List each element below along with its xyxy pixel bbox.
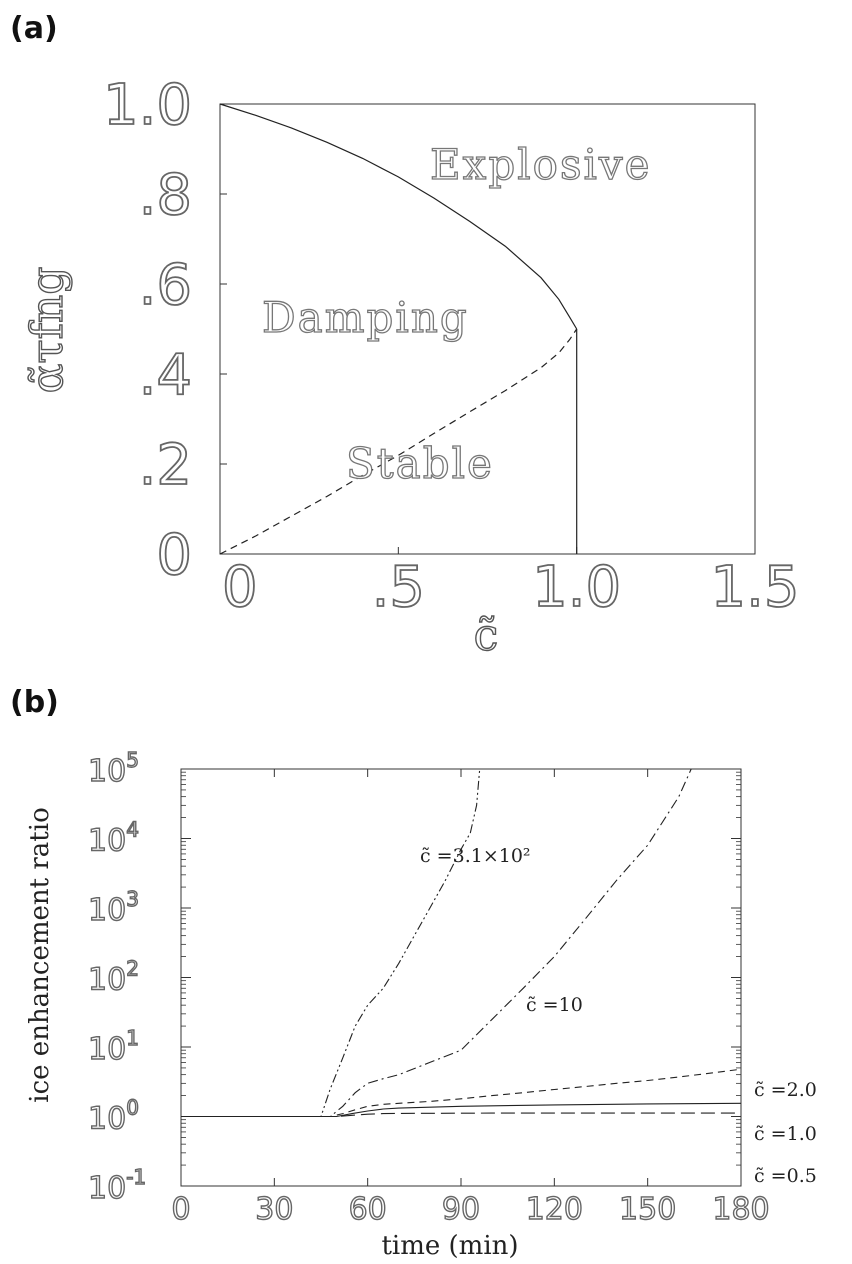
panel-b-y-tick-exponent: 4 (126, 818, 139, 842)
panel-a-y-tick-label: .4 (139, 343, 192, 408)
panel-b-x-tick-label: 150 (619, 1192, 676, 1227)
panel-a-y-tick-label: .2 (139, 433, 192, 498)
panel-a-x-tick-label: .5 (372, 555, 425, 620)
series-c-310-curve (181, 768, 481, 1118)
region-explosive-label: Explosive (430, 140, 652, 189)
series-c-1-curve (181, 1102, 742, 1118)
panel-a-y-tick-label: .6 (139, 253, 192, 318)
panel-a-x-tick-label: 1.5 (710, 555, 799, 620)
panel-b-y-axis-label: ice enhancement ratio (25, 807, 55, 1102)
stable-boundary-curve (219, 328, 578, 555)
series-label: c̃ =10 (526, 994, 583, 1016)
series-c-2-curve (181, 1068, 742, 1118)
panel-b-x-tick-label: 90 (442, 1192, 480, 1227)
panel-b-y-tick-label: 100 (88, 1096, 139, 1137)
panel-b-y-tick-exponent: 5 (126, 748, 139, 772)
series-label: c̃ =1.0 (754, 1123, 817, 1145)
panel-b-y-tick-label: 103 (88, 887, 139, 928)
panel-b-y-tick-label: 10-1 (88, 1165, 146, 1206)
panel-b-y-tick-exponent: 1 (126, 1026, 139, 1050)
stability-diagram: 0 .5 1.0 1.5 0 .2 .4 .6 .8 1.0 Explosive Damping… (21, 72, 800, 662)
region-stable-label: Stable (346, 439, 494, 488)
series-c-05-curve (181, 1112, 741, 1118)
panel-a-plot-frame (219, 103, 756, 555)
panel-b-series-labels: c̃ =3.1×10² c̃ =10 c̃ =2.0 c̃ =1.0 c̃ =0.5 (420, 845, 817, 1187)
panel-b-x-axis-label: time (min) (381, 1231, 518, 1261)
panel-a-x-tick-label: 1.0 (532, 555, 621, 620)
series-label: c̃ =0.5 (754, 1165, 817, 1187)
panel-b-y-tick-label: 105 (88, 748, 139, 789)
ice-enhancement-chart: 0 30 60 90 120 150 180 10-1100101102103104105 … (25, 747, 817, 1261)
series-label: c̃ =3.1×10² (420, 845, 531, 867)
panel-b-y-tick-label: 104 (88, 818, 139, 859)
panel-a-curves (219, 103, 578, 555)
panel-b-label: (b) (10, 685, 59, 720)
panel-b-curves (181, 768, 742, 1118)
panel-a-y-tick-label: 0 (156, 523, 192, 588)
panel-a-y-tick-label: 1.0 (103, 73, 192, 138)
panel-a-y-axis-label: α̃τfng (22, 267, 73, 394)
panel-b-y-tick-label: 101 (88, 1026, 139, 1067)
panel-b-y-tick-label: 102 (88, 957, 139, 998)
panel-a-y-ticks: 0 .2 .4 .6 .8 1.0 (102, 72, 227, 589)
panel-b-x-tick-label: 30 (255, 1192, 293, 1227)
explosive-boundary-curve (219, 103, 578, 330)
panel-b-y-tick-exponent: -1 (126, 1165, 146, 1189)
series-c-10-curve (181, 768, 692, 1118)
panel-b-x-tick-label: 120 (526, 1192, 583, 1227)
panel-a-x-tick-label: 0 (222, 555, 258, 620)
panel-a-y-tick-label: .8 (139, 163, 192, 228)
panel-a-x-ticks: 0 .5 1.0 1.5 (219, 547, 800, 621)
panel-b-y-tick-exponent: 3 (126, 887, 139, 911)
panel-b-x-ticks: 0 30 60 90 120 150 180 (171, 769, 770, 1228)
panel-b-x-tick-label: 60 (349, 1192, 387, 1227)
series-label: c̃ =2.0 (754, 1079, 817, 1101)
panel-b-y-tick-exponent: 2 (126, 957, 139, 981)
panel-a-x-axis-label: c̃ (474, 610, 499, 661)
panel-b-plot-frame (180, 768, 742, 1187)
region-damping-label: Damping (262, 293, 469, 342)
panel-b-x-tick-label: 0 (171, 1192, 190, 1227)
panel-b-x-tick-label: 180 (712, 1192, 769, 1227)
panel-b-y-tick-exponent: 0 (126, 1096, 139, 1120)
panel-a-label: (a) (10, 11, 58, 46)
